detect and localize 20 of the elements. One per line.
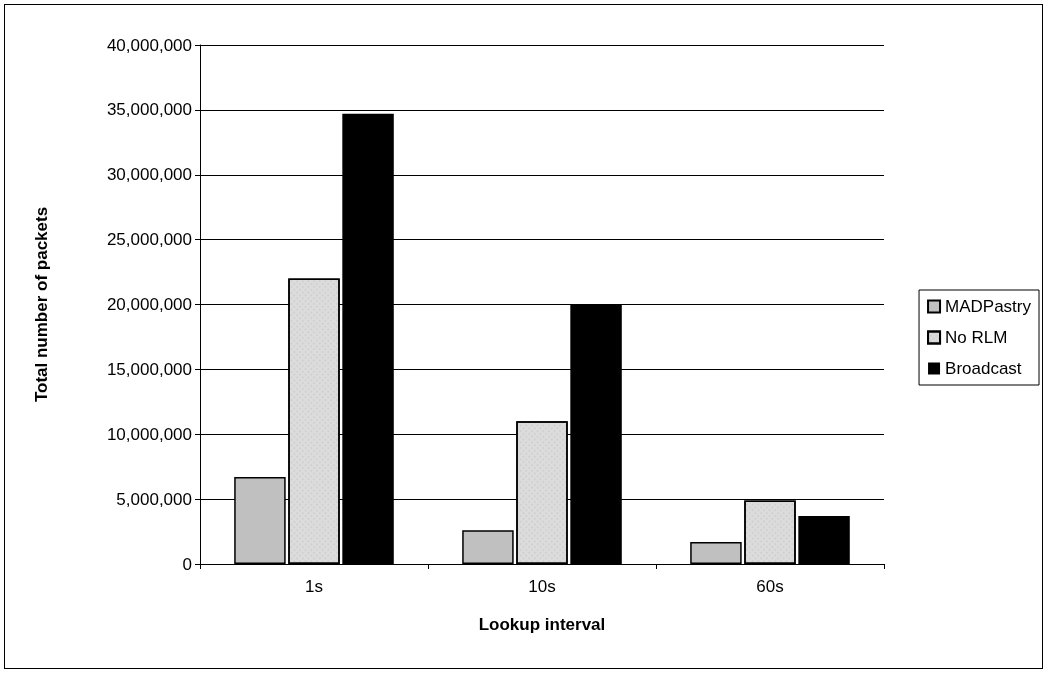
x-axis-title: Lookup interval [478, 615, 606, 634]
bar [798, 515, 850, 564]
y-tick-label: 20,000,000 [106, 295, 192, 314]
bar [462, 530, 514, 564]
bar [690, 541, 742, 564]
legend-label: MADPastry [945, 297, 1032, 316]
y-tick-label: 40,000,000 [106, 35, 192, 55]
y-tick-label: 25,000,000 [106, 230, 192, 250]
y-tick-label: 5,000,000 [116, 489, 192, 509]
x-tick-label: 60s [756, 577, 784, 596]
x-tick-label: 1s [305, 577, 323, 596]
y-tick-label: 0 [182, 554, 192, 574]
y-tick-label: 10,000,000 [106, 424, 192, 444]
y-tick-label: 15,000,000 [106, 359, 192, 379]
y-tick-label: 35,000,000 [106, 100, 192, 120]
legend-label: Broadcast [945, 359, 1022, 378]
y-tick-label: 30,000,000 [106, 165, 192, 185]
x-tick-label: 10s [528, 577, 556, 596]
y-axis-title: Total number of packets [32, 206, 51, 403]
legend-label: No RLM [945, 328, 1008, 347]
